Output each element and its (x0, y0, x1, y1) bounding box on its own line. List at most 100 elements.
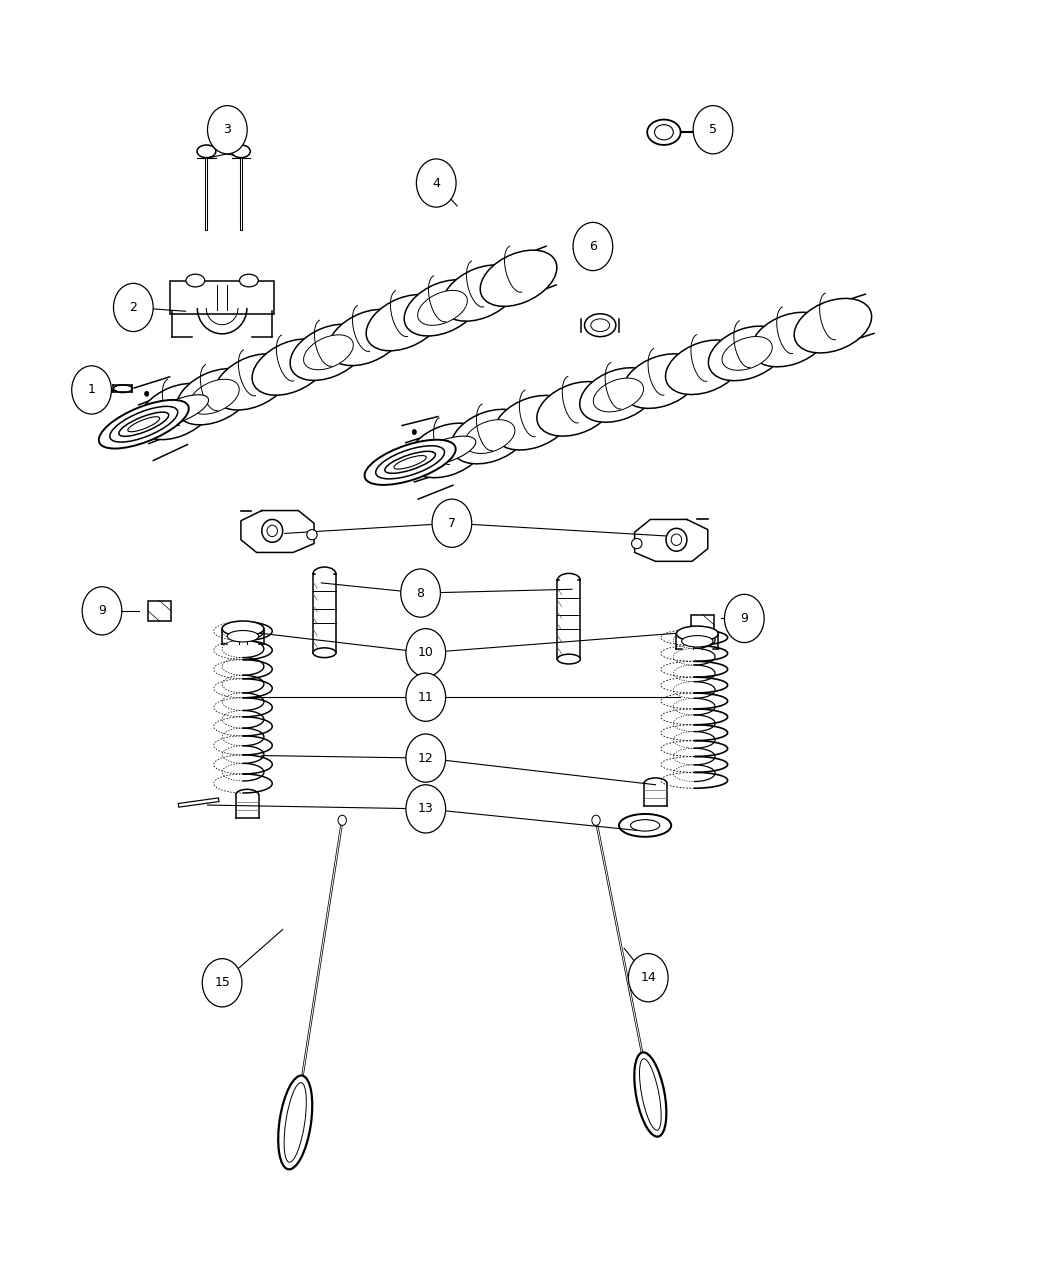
Circle shape (432, 499, 471, 547)
Text: 2: 2 (129, 301, 138, 314)
Text: 1: 1 (87, 384, 96, 397)
Circle shape (71, 366, 111, 414)
Circle shape (406, 734, 445, 783)
Ellipse shape (465, 419, 514, 454)
Circle shape (406, 784, 445, 833)
Ellipse shape (639, 1058, 662, 1130)
Text: 7: 7 (448, 516, 456, 529)
Ellipse shape (452, 409, 528, 464)
Ellipse shape (278, 1076, 312, 1169)
Ellipse shape (307, 529, 317, 539)
Circle shape (628, 954, 668, 1002)
Text: 5: 5 (709, 124, 717, 136)
Ellipse shape (394, 455, 426, 469)
Circle shape (417, 159, 456, 207)
Ellipse shape (413, 430, 417, 435)
Ellipse shape (623, 354, 700, 408)
Ellipse shape (558, 654, 581, 664)
Ellipse shape (261, 519, 282, 542)
Ellipse shape (110, 407, 177, 442)
Ellipse shape (654, 125, 673, 140)
Circle shape (401, 569, 440, 617)
Ellipse shape (752, 312, 828, 367)
Ellipse shape (176, 368, 253, 425)
Ellipse shape (214, 354, 291, 411)
Ellipse shape (186, 274, 205, 287)
Ellipse shape (197, 145, 216, 158)
Ellipse shape (418, 291, 467, 325)
Text: 13: 13 (418, 802, 434, 816)
Text: 9: 9 (740, 612, 749, 625)
Ellipse shape (189, 379, 239, 414)
Ellipse shape (681, 636, 713, 646)
Ellipse shape (537, 381, 614, 436)
Circle shape (82, 586, 122, 635)
Ellipse shape (99, 400, 189, 449)
Bar (148, 601, 171, 621)
Ellipse shape (366, 295, 443, 351)
Ellipse shape (591, 319, 610, 332)
Circle shape (573, 222, 613, 270)
Ellipse shape (722, 337, 772, 370)
Ellipse shape (303, 335, 353, 370)
Ellipse shape (252, 339, 329, 395)
Ellipse shape (267, 525, 277, 537)
Ellipse shape (385, 451, 436, 473)
Text: 10: 10 (418, 646, 434, 659)
Ellipse shape (408, 423, 485, 478)
Text: 14: 14 (640, 972, 656, 984)
Ellipse shape (239, 274, 258, 287)
Ellipse shape (593, 379, 644, 412)
Ellipse shape (149, 395, 209, 427)
Text: 12: 12 (418, 751, 434, 765)
Ellipse shape (113, 385, 132, 393)
Ellipse shape (666, 340, 743, 394)
Ellipse shape (376, 446, 444, 479)
FancyBboxPatch shape (170, 280, 274, 314)
Circle shape (208, 106, 247, 154)
Circle shape (203, 959, 242, 1007)
Ellipse shape (671, 534, 681, 546)
Ellipse shape (415, 436, 476, 465)
Circle shape (406, 673, 445, 722)
Ellipse shape (231, 145, 250, 158)
Ellipse shape (313, 648, 336, 658)
Circle shape (693, 106, 733, 154)
Ellipse shape (119, 412, 169, 436)
Ellipse shape (697, 126, 702, 139)
Ellipse shape (709, 326, 785, 381)
Ellipse shape (620, 813, 671, 836)
Ellipse shape (480, 250, 556, 306)
Circle shape (406, 629, 445, 677)
Ellipse shape (676, 626, 718, 641)
Text: 8: 8 (417, 586, 424, 599)
Text: 15: 15 (214, 977, 230, 989)
Ellipse shape (794, 298, 871, 353)
Text: 11: 11 (418, 691, 434, 704)
Ellipse shape (666, 528, 687, 551)
Ellipse shape (630, 820, 659, 831)
Circle shape (724, 594, 764, 643)
Text: 6: 6 (589, 240, 596, 252)
Ellipse shape (364, 440, 456, 484)
Circle shape (113, 283, 153, 332)
Ellipse shape (128, 417, 160, 432)
Ellipse shape (404, 279, 481, 337)
Text: 3: 3 (224, 124, 231, 136)
Ellipse shape (138, 384, 214, 440)
Ellipse shape (329, 310, 404, 366)
Ellipse shape (494, 395, 571, 450)
Ellipse shape (585, 314, 616, 337)
Text: 9: 9 (98, 604, 106, 617)
Ellipse shape (631, 538, 642, 548)
Ellipse shape (442, 265, 519, 321)
Ellipse shape (580, 367, 657, 422)
Ellipse shape (592, 815, 601, 825)
Ellipse shape (634, 1052, 667, 1136)
Ellipse shape (285, 1082, 307, 1163)
Ellipse shape (228, 631, 258, 641)
Ellipse shape (223, 621, 264, 636)
Ellipse shape (647, 120, 680, 145)
Ellipse shape (145, 391, 149, 397)
Ellipse shape (338, 815, 347, 825)
